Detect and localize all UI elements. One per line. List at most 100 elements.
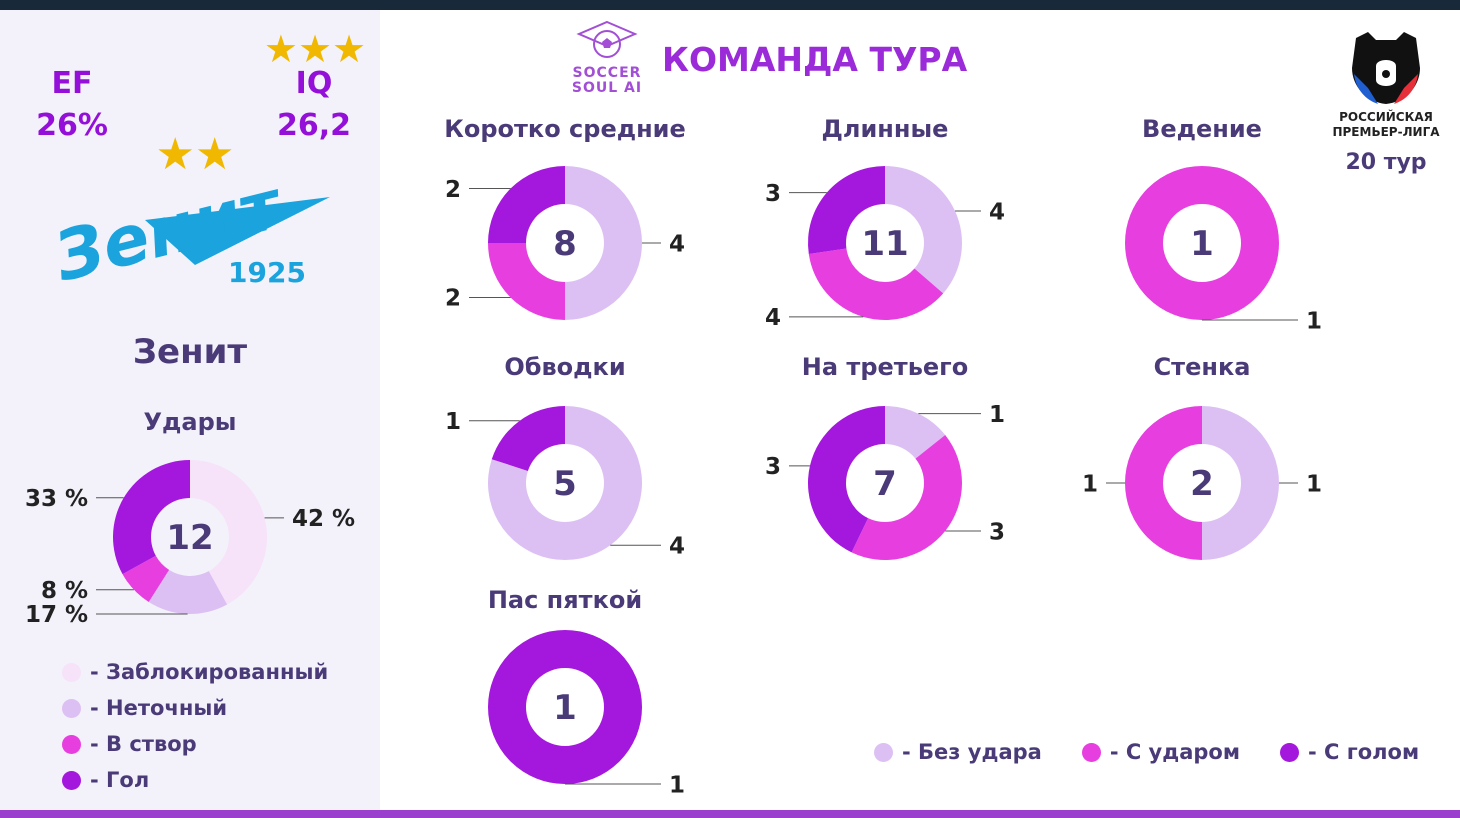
- star-icon: ★: [195, 129, 235, 180]
- donut-slice: [808, 406, 885, 553]
- legend-dot-with-goal: [1280, 742, 1300, 762]
- slice-label: 33 %: [25, 486, 88, 512]
- slice-label: 3: [765, 454, 781, 480]
- chart-title: Пас пяткой: [487, 586, 643, 614]
- league-name-line1: РОССИЙСКАЯ: [1339, 110, 1433, 124]
- shots-title: Удары: [143, 408, 237, 436]
- legend-item-no-shot: - Без удара: [874, 740, 1042, 764]
- slice-label: 4: [669, 231, 685, 257]
- legend-item-with-goal: - С голом: [1280, 740, 1419, 764]
- slice-label: 1: [1306, 471, 1322, 497]
- legend-dot-with-shot: [1081, 742, 1101, 762]
- zenit-logo-year: 1925: [228, 256, 306, 289]
- slice-label: 2: [445, 286, 461, 312]
- league-name: РОССИЙСКАЯ ПРЕМЬЕР-ЛИГА: [1326, 110, 1446, 140]
- legend-label: - Без удара: [902, 740, 1042, 764]
- slice-label: 2: [445, 177, 461, 203]
- third-man-donut-chart: 1 3 3 7: [765, 402, 1005, 560]
- donut-slice: [1202, 406, 1279, 560]
- shots-donut-chart: 42 % 17 %8 % 33 % 12: [25, 460, 355, 628]
- star-icon: ★: [297, 27, 333, 71]
- donut-center-value: 1: [1190, 224, 1214, 264]
- zenit-logo: Зенит: [45, 165, 335, 315]
- slice-label: 1: [1082, 471, 1098, 497]
- takeons-donut-chart: 4 1 5: [445, 406, 685, 560]
- donut-slice: [885, 406, 946, 459]
- chart-title: Стенка: [1153, 353, 1251, 381]
- legend-label: - Заблокированный: [90, 660, 329, 684]
- donut-slice: [488, 166, 565, 243]
- slice-label: 4: [669, 534, 685, 560]
- rpl-logo: [1348, 28, 1424, 106]
- iq-value: 26,2: [276, 108, 352, 143]
- slice-label: 42 %: [292, 506, 355, 532]
- donut-center-value: 12: [166, 518, 213, 558]
- legend-item-inaccurate: - Неточный: [62, 696, 328, 720]
- donut-slice: [488, 630, 642, 784]
- slice-label: 1: [989, 402, 1005, 428]
- slice-label: 4: [989, 199, 1005, 225]
- round-label: 20 тур: [1345, 150, 1427, 175]
- donut-center-value: 11: [861, 224, 908, 264]
- donut-slice: [851, 434, 962, 560]
- iq-label: IQ: [295, 66, 333, 101]
- donut-slice: [491, 406, 565, 471]
- donut-center-value: 2: [1190, 464, 1214, 504]
- ef-label: EF: [51, 66, 93, 101]
- short-medium-donut-chart: 4 2 2 8: [445, 166, 685, 320]
- donut-slice: [122, 555, 170, 603]
- league-name-line2: ПРЕМЬЕР-ЛИГА: [1332, 125, 1440, 139]
- donut-slice: [488, 243, 565, 320]
- legend-label: - С голом: [1308, 740, 1420, 764]
- chart-title: Обводки: [504, 353, 626, 381]
- one-two-donut-chart: 1 1 2: [1082, 406, 1322, 560]
- star-icon: ★: [155, 129, 195, 180]
- legend-label: - В створ: [90, 732, 197, 756]
- donut-center-value: 1: [553, 688, 577, 728]
- legend-dot-goal: [62, 770, 81, 790]
- legend-dot-inaccurate: [62, 698, 81, 718]
- slice-label: 17 %: [25, 602, 88, 628]
- donut-slice: [112, 460, 190, 575]
- donut-center-value: 8: [553, 224, 577, 264]
- donut-slice: [565, 166, 642, 320]
- bear-icon: [1352, 32, 1420, 104]
- slice-label: 8 %: [41, 578, 88, 604]
- legend-item-goal: - Гол: [62, 768, 328, 792]
- legend-dot-on-target: [62, 734, 81, 754]
- donut-slice: [1125, 406, 1202, 560]
- pass-legend: - Без удара - С ударом - С голом: [874, 740, 1419, 764]
- chart-title: На третьего: [801, 353, 969, 381]
- long-donut-chart: 4 4 3 11: [765, 166, 1005, 331]
- slice-label: 1: [1306, 308, 1322, 334]
- donut-slice: [190, 460, 267, 605]
- slice-label: 4: [765, 305, 781, 331]
- legend-label: - Гол: [90, 768, 150, 792]
- top-bar: [0, 0, 1460, 10]
- slice-label: 1: [445, 409, 461, 435]
- club-stars: ★★: [145, 133, 245, 177]
- donut-center-value: 5: [553, 464, 577, 504]
- donut-slice: [488, 406, 642, 560]
- backheel-donut-chart: 11: [488, 630, 685, 798]
- slice-label: 1: [669, 772, 685, 798]
- legend-item-blocked: - Заблокированный: [62, 660, 328, 684]
- donut-slice: [808, 248, 944, 320]
- slice-label: 3: [989, 519, 1005, 545]
- bottom-bar: [0, 810, 1460, 818]
- chart-title: Коротко средние: [444, 115, 686, 143]
- slice-label: 3: [765, 181, 781, 207]
- iq-stars: ★★★: [260, 30, 370, 68]
- soccer-ball-icon: [576, 20, 638, 58]
- chart-title: Ведение: [1142, 115, 1262, 143]
- shots-legend: - Заблокированный - Неточный - В створ -…: [62, 660, 328, 792]
- soccer-soul-logo: SOCCER SOUL AI: [565, 20, 649, 95]
- legend-item-with-shot: - С ударом: [1081, 740, 1240, 764]
- donut-slice: [808, 166, 885, 254]
- star-icon: ★: [332, 27, 367, 71]
- logo-text-soul: SOUL AI: [571, 79, 643, 96]
- legend-label: - Неточный: [90, 696, 228, 720]
- legend-dot-no-shot: [874, 742, 893, 762]
- logo-text-soccer: SOCCER: [572, 65, 642, 81]
- star-icon: ★: [263, 27, 298, 71]
